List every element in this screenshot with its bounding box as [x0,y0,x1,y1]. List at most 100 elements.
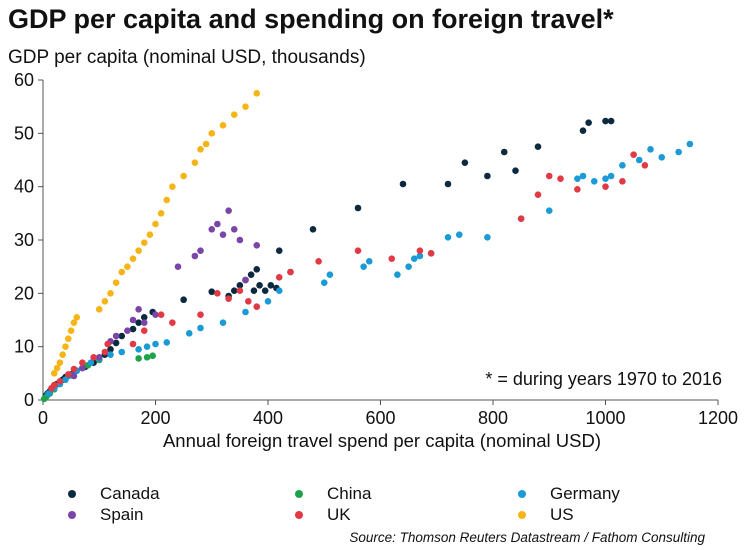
x-tick-label: 800 [478,408,508,428]
data-point-germany [197,324,204,332]
data-point-germany [619,162,626,169]
data-point-germany [242,308,249,316]
data-point-canada [140,314,148,321]
x-tick-label: 0 [38,408,48,428]
data-point-spain [236,236,244,244]
data-point-spain [208,226,216,233]
data-point-germany [163,339,171,346]
data-point-uk [630,151,637,158]
data-point-uk [427,250,435,257]
data-point-germany [647,146,654,153]
data-point-germany [410,255,418,262]
data-point-uk [140,327,148,334]
series-us [50,90,261,377]
series-uk [48,151,649,392]
data-point-canada [354,204,362,212]
data-point-us [197,146,204,153]
y-tick-label: 60 [14,70,34,90]
data-point-canada [579,127,587,134]
data-point-germany [185,330,193,337]
data-point-germany [326,271,334,278]
data-point-germany [675,148,682,156]
source-note: Source: Thomson Reuters Datastream / Fat… [349,530,705,545]
data-point-uk [557,175,564,182]
data-point-us [50,370,58,377]
data-point-us [157,210,165,217]
data-point-germany [135,346,142,353]
y-tick-label: 20 [14,283,34,303]
data-point-us [59,351,66,358]
data-point-uk [56,378,64,385]
data-point-uk [169,319,176,326]
data-point-us [169,183,176,190]
data-point-uk [354,247,362,254]
data-point-us [146,231,154,238]
data-point-us [101,298,109,305]
data-point-germany [275,287,283,294]
data-point-canada [399,180,407,188]
data-point-us [95,306,103,313]
data-point-us [242,103,249,110]
data-point-spain [129,316,137,324]
data-point-spain [152,311,159,318]
data-point-spain [174,263,182,270]
data-point-uk [101,348,109,356]
data-point-canada [129,325,137,333]
data-point-germany [107,351,114,358]
data-point-spain [79,364,86,372]
data-point-germany [62,376,69,384]
data-point-germany [455,231,463,238]
y-tick-label: 50 [14,123,34,143]
chart-title: GDP per capita and spending on foreign t… [8,4,614,34]
data-point-uk [416,247,424,254]
data-point-spain [214,220,221,228]
data-point-spain [197,247,204,254]
data-point-canada [585,119,592,126]
data-point-canada [253,266,261,273]
data-point-canada [180,296,187,304]
data-point-uk [104,340,111,348]
data-point-spain [140,319,148,326]
data-point-spain [112,332,120,340]
data-point-germany [574,175,581,182]
data-point-germany [635,156,643,164]
data-point-germany [264,298,272,305]
y-tick-label: 40 [14,177,34,197]
data-point-germany [607,172,615,180]
data-point-germany [416,252,424,260]
data-point-uk [225,295,232,302]
data-point-uk [641,162,649,169]
data-point-germany [686,140,694,148]
data-point-uk [517,215,525,222]
data-point-uk [236,287,244,294]
data-point-canada [256,282,263,289]
data-point-germany [545,207,553,214]
annotation: * = during years 1970 to 2016 [485,369,722,389]
data-point-us [70,319,78,326]
data-point-us [56,359,64,366]
data-point-germany [602,175,609,182]
data-point-us [191,159,199,166]
y-tick-label: 30 [14,230,34,250]
data-point-china [149,352,156,360]
data-point-germany [394,271,401,278]
x-axis-label: Annual foreign travel spend per capita (… [163,430,601,451]
series-canada [42,117,615,400]
series-germany [45,140,694,397]
data-point-canada [512,167,519,174]
data-points [40,90,694,403]
data-point-spain [95,354,103,361]
data-point-germany [590,178,598,185]
data-point-canada [444,180,452,188]
data-point-us [118,268,126,276]
data-point-spain [253,242,261,249]
data-point-canada [309,226,317,233]
data-point-uk [214,290,221,297]
x-tick-label: 1200 [698,408,738,428]
data-point-germany [484,234,491,241]
y-ticks: 0 10 20 30 40 50 60 [14,70,43,410]
data-point-canada [236,282,244,289]
data-point-spain [70,372,78,380]
data-point-uk [287,268,294,276]
data-point-canada [118,332,126,340]
